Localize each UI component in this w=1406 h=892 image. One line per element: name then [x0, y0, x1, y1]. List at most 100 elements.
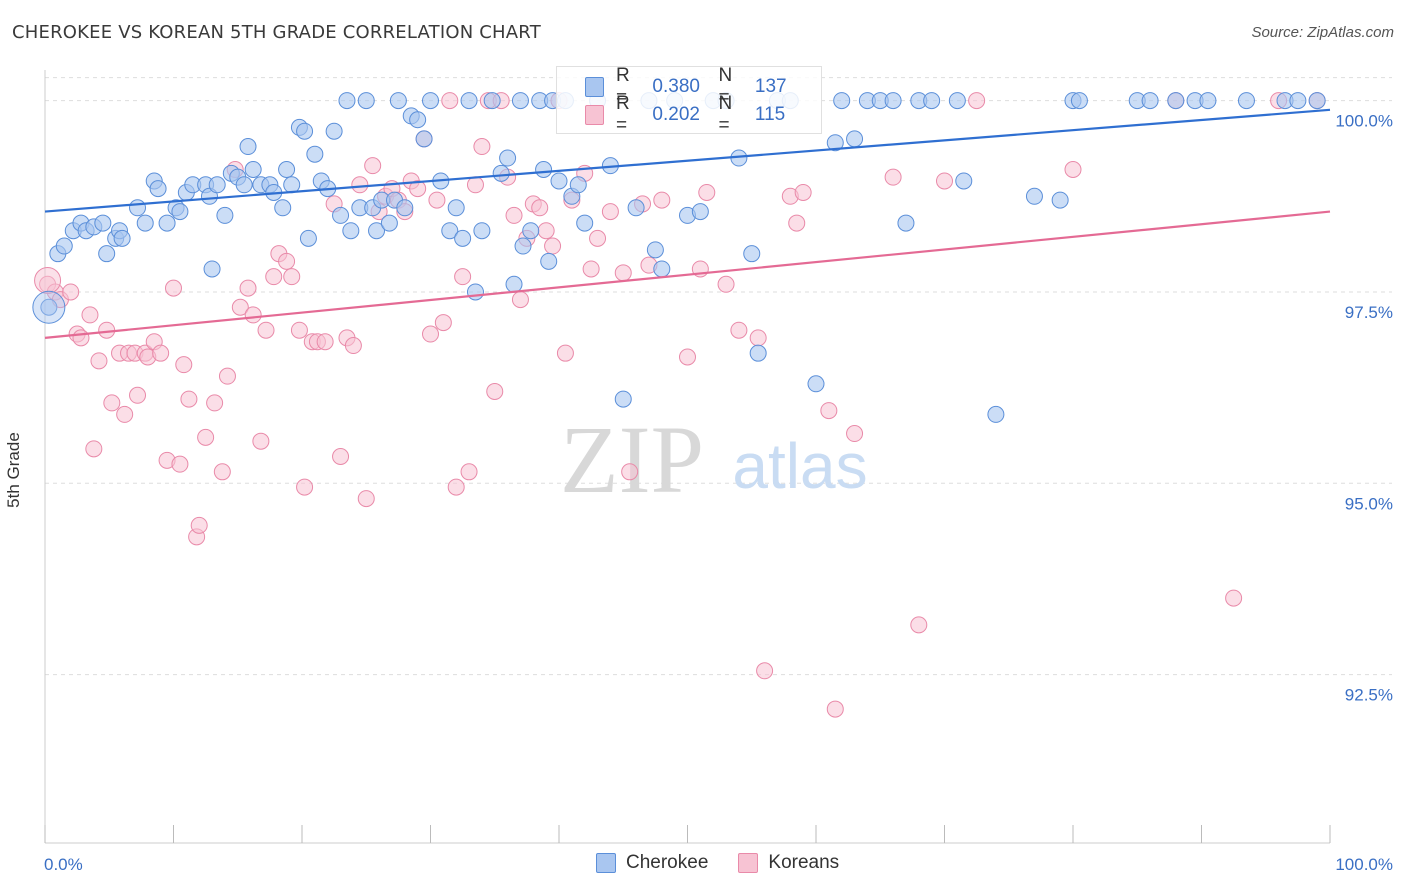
cherokee-point — [447, 199, 465, 217]
cherokee-point — [306, 145, 324, 163]
cherokee-point — [239, 138, 257, 156]
cherokee-point — [492, 164, 510, 182]
korean-point — [884, 168, 902, 186]
source-credit: Source: ZipAtlas.com — [1251, 24, 1394, 41]
korean-point — [244, 306, 262, 324]
cherokee-point — [129, 199, 147, 217]
korean-point — [357, 490, 375, 508]
cherokee-point — [1199, 92, 1217, 110]
n-key: N = — [718, 93, 733, 136]
cherokee-point — [646, 241, 664, 259]
korean-point — [698, 183, 716, 201]
r-key: R = — [615, 93, 630, 136]
cherokee-point — [216, 206, 234, 224]
cherokee-point — [1070, 92, 1088, 110]
cherokee-point — [338, 92, 356, 110]
cherokee-point — [409, 111, 427, 129]
korean-point — [614, 264, 632, 282]
legend-item-koreans[interactable]: Koreans — [738, 852, 839, 874]
korean-point — [197, 428, 215, 446]
korean-point — [756, 662, 774, 680]
cherokee-point — [511, 92, 529, 110]
cherokee-point — [113, 229, 131, 247]
cherokee-point — [422, 92, 439, 110]
korean-point — [422, 325, 439, 343]
korean-point — [788, 214, 806, 232]
cherokee-point — [158, 214, 176, 232]
cherokee-point — [278, 160, 296, 178]
cherokee-point — [540, 252, 558, 270]
cherokee-point — [505, 275, 523, 293]
korean-point — [544, 237, 562, 255]
cherokee-point — [473, 222, 491, 240]
trend-lines — [44, 108, 1331, 339]
korean-point — [364, 157, 382, 175]
korean-point — [265, 268, 283, 286]
korean-point — [653, 191, 671, 209]
tick-labels: 92.5% 95.0% 97.5% 100.0% 0.0% 100.0% — [44, 112, 1393, 874]
korean-point — [846, 425, 864, 443]
watermark: ZIP atlas — [560, 406, 868, 513]
korean-point — [582, 260, 600, 278]
legend-row-koreans: R = 0.202 N = 115 — [557, 93, 821, 136]
korean-point — [62, 283, 80, 301]
korean-point — [231, 298, 249, 316]
cherokee-point — [884, 92, 902, 110]
korean-point — [1064, 160, 1082, 178]
cherokee-point — [244, 160, 262, 178]
korean-point — [316, 333, 334, 351]
korean-point — [278, 252, 296, 270]
korean-legend-label: Koreans — [768, 852, 840, 873]
cherokee-point — [274, 199, 292, 217]
korean-point — [441, 92, 459, 110]
korean-point — [190, 516, 208, 534]
korean-point — [601, 203, 619, 221]
cherokee-point — [1289, 92, 1307, 110]
korean-point — [910, 616, 928, 634]
cherokee-point — [332, 206, 350, 224]
cherokee-legend-label: Cherokee — [626, 852, 709, 873]
cherokee-r-value: 0.380 — [652, 76, 700, 97]
korean-point — [730, 321, 748, 339]
axes — [44, 70, 1331, 844]
cherokee-point — [514, 237, 532, 255]
cherokee-point — [499, 149, 517, 167]
korean-point — [820, 402, 838, 420]
cherokee-point — [1237, 92, 1255, 110]
korean-point — [428, 191, 446, 209]
korean-point — [283, 268, 301, 286]
cherokee-point — [743, 245, 761, 263]
korean-point — [180, 390, 198, 408]
legend-item-cherokee[interactable]: Cherokee — [596, 852, 708, 874]
cherokee-point — [460, 92, 478, 110]
watermark-zip: ZIP — [560, 406, 704, 513]
korean-point — [85, 440, 103, 458]
korean-point — [171, 455, 189, 473]
korean-point — [175, 356, 193, 374]
korean-point — [81, 306, 99, 324]
korean-point — [447, 478, 465, 496]
korean-point — [454, 268, 472, 286]
korean-point — [473, 138, 491, 156]
korean-point — [794, 183, 812, 201]
cherokee-cluster-point — [32, 290, 66, 324]
cherokee-point — [283, 176, 301, 194]
cherokee-point — [826, 134, 844, 152]
korean-point — [505, 206, 523, 224]
korean-point — [72, 329, 90, 347]
cherokee-trendline — [44, 108, 1331, 213]
korean-point — [351, 176, 369, 194]
cherokee-point — [299, 229, 317, 247]
korean-swatch — [585, 105, 604, 125]
cherokee-point — [1167, 92, 1185, 110]
korean-point — [556, 344, 574, 362]
cherokee-point — [522, 222, 540, 240]
korean-point — [511, 291, 529, 309]
legend-row-cherokee: R = 0.380 N = 137 — [557, 65, 821, 108]
korean-point — [486, 382, 504, 400]
cherokee-point — [653, 260, 671, 278]
cherokee-point — [441, 222, 459, 240]
korean-point — [218, 367, 236, 385]
stats-legend: R = 0.380 N = 137 R = 0.202 N = 115 — [556, 65, 822, 136]
korean-point — [679, 348, 696, 366]
